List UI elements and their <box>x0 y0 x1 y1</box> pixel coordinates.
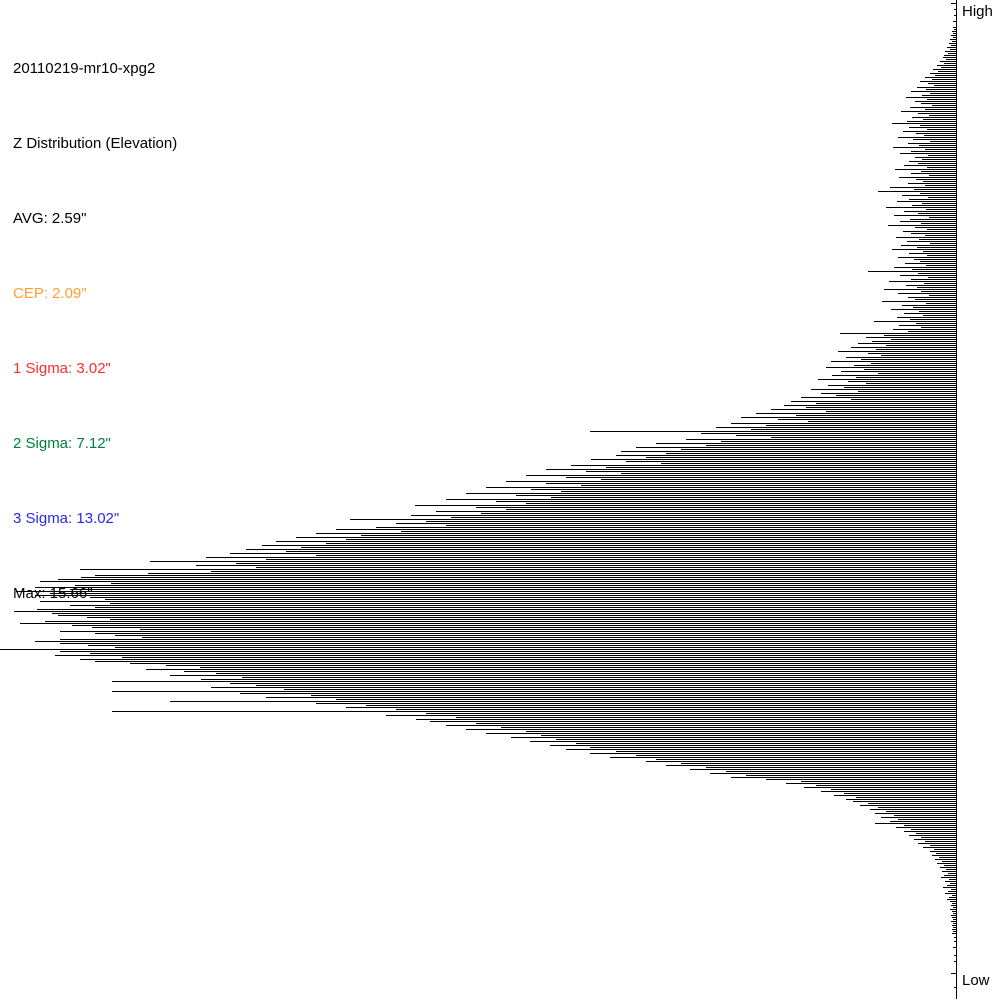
histogram-bars <box>0 3 956 988</box>
stat-avg: AVG: 2.59" <box>13 210 87 227</box>
chart-title: Z Distribution (Elevation) <box>13 135 178 152</box>
stat-max: Max: 15.66" <box>13 585 93 602</box>
stats-block: 20110219-mr10-xpg2 Z Distribution (Eleva… <box>13 6 177 631</box>
stat-cep: CEP: 2.09" <box>13 285 87 302</box>
session-title: 20110219-mr10-xpg2 <box>13 60 156 77</box>
stat-1sigma: 1 Sigma: 3.02" <box>13 360 111 377</box>
axis-high-label: High <box>962 3 993 20</box>
axis-low-label: Low <box>962 972 990 989</box>
stat-3sigma: 3 Sigma: 13.02" <box>13 510 120 527</box>
stat-2sigma: 2 Sigma: 7.12" <box>13 435 111 452</box>
